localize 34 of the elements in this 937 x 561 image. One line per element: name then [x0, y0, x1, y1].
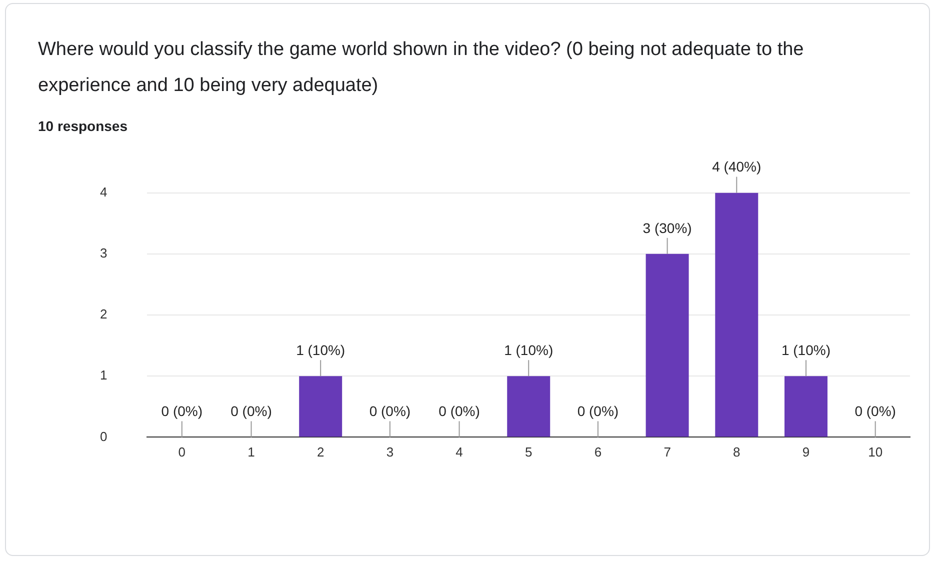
data-label: 4 (40%)	[712, 158, 762, 175]
data-label: 0 (0%)	[854, 403, 896, 420]
y-tick-label: 3	[100, 245, 108, 260]
x-tick-label: 3	[386, 444, 394, 460]
y-tick-label: 2	[100, 306, 108, 322]
x-tick-label: 2	[316, 444, 324, 460]
x-tick-label: 9	[802, 444, 810, 460]
data-label: 3 (30%)	[642, 220, 692, 236]
data-label: 1 (10%)	[504, 342, 554, 358]
bar	[715, 192, 758, 437]
y-tick-label: 4	[100, 184, 108, 200]
x-tick-label: 6	[594, 444, 602, 460]
x-tick-label: 1	[248, 444, 255, 460]
y-tick-label: 0	[100, 428, 108, 444]
x-tick-label: 4	[456, 444, 463, 460]
data-label: 0 (0%)	[230, 403, 272, 420]
x-tick-label: 5	[525, 444, 532, 460]
data-label: 0 (0%)	[369, 403, 411, 420]
chart-subtitle: 10 responses	[38, 118, 128, 134]
data-label: 1 (10%)	[296, 342, 346, 358]
x-tick-label: 0	[178, 444, 186, 460]
data-label: 0 (0%)	[438, 403, 480, 420]
bar	[784, 376, 828, 437]
x-tick-label: 10	[868, 444, 883, 460]
bar	[507, 376, 550, 437]
x-tick-label: 7	[664, 444, 671, 460]
data-label: 0 (0%)	[577, 403, 619, 420]
data-label: 1 (10%)	[781, 342, 830, 358]
bar	[646, 254, 689, 437]
data-label: 0 (0%)	[161, 403, 203, 420]
x-tick-label: 8	[733, 444, 740, 460]
chart-title: Where would you classify the game world shown in the video? (0 being not adequate to the experience and 10 being very adequate)	[38, 38, 805, 98]
bar	[299, 376, 342, 437]
y-tick-label: 1	[100, 368, 108, 383]
